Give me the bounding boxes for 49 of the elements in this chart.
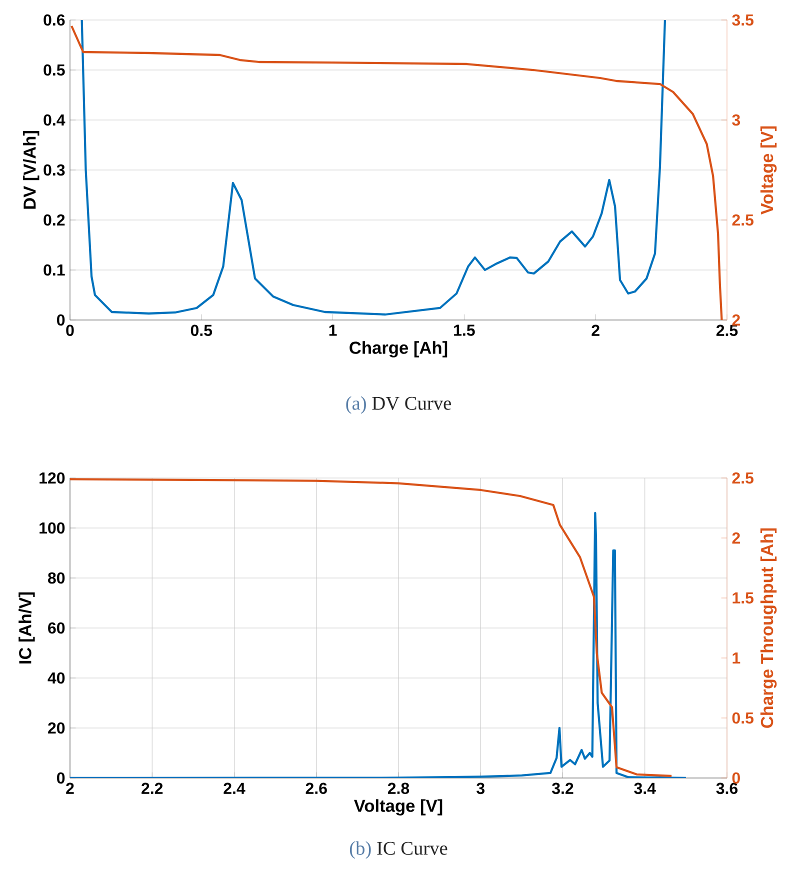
y-tick-label: 60 — [48, 622, 65, 634]
text: DV Curve — [372, 396, 451, 410]
x-tick-label: 1 — [329, 324, 337, 336]
y-axis-title: IC [Ah/V] — [18, 592, 35, 664]
y2-tick-label: 1 — [732, 652, 740, 664]
y-tick-label: 0 — [57, 314, 65, 326]
x-tick-label: 3.4 — [634, 782, 656, 794]
x-axis-title: Voltage [V] — [354, 799, 442, 816]
y2-axis-title: Charge Throughput [Ah] — [760, 528, 777, 728]
y2-tick-label: 0.5 — [732, 712, 754, 724]
x-tick-label: 2.8 — [388, 782, 410, 794]
y-tick-label: 100 — [40, 522, 65, 534]
x-tick-label: 2 — [66, 782, 74, 794]
y-axis-title: DV [V/Ah] — [23, 131, 40, 209]
x-tick-label: 2 — [592, 324, 600, 336]
x-tick-label: 3 — [476, 782, 484, 794]
x-tick-label: 2.6 — [306, 782, 327, 794]
x-tick-label: 0.5 — [190, 324, 212, 336]
y-tick-label: 0.5 — [44, 64, 65, 76]
y2-axis-title: Voltage [V] — [760, 126, 777, 214]
y2-tick-label: 2.5 — [732, 214, 754, 226]
y2-tick-label: 3 — [732, 114, 740, 126]
y-tick-label: 0.6 — [44, 14, 65, 26]
y-tick-label: 0.4 — [44, 114, 66, 126]
y2-tick-label: 2 — [732, 314, 740, 326]
y2-tick-label: 1.5 — [732, 592, 754, 604]
y-tick-label: 0.1 — [44, 264, 65, 276]
y-tick-label: 0.3 — [44, 164, 65, 176]
text: IC Curve — [377, 842, 448, 855]
y-tick-label: 0.2 — [44, 214, 65, 226]
text: (b) — [350, 841, 371, 859]
x-tick-label: 2.4 — [224, 782, 246, 794]
y-tick-label: 80 — [48, 572, 65, 584]
x-tick-label: 2.2 — [142, 782, 163, 794]
y2-tick-label: 2 — [732, 532, 740, 544]
y-tick-label: 0 — [57, 772, 65, 784]
y2-tick-label: 3.5 — [732, 14, 754, 26]
y-tick-label: 20 — [48, 722, 65, 734]
x-tick-label: 3.6 — [716, 782, 738, 794]
x-tick-label: 3.2 — [552, 782, 574, 794]
y2-tick-label: 2.5 — [732, 472, 754, 484]
x-axis-title: Charge [Ah] — [350, 341, 448, 358]
y-tick-label: 120 — [40, 472, 65, 484]
y2-tick-label: 0 — [732, 772, 740, 784]
y-tick-label: 40 — [48, 672, 65, 684]
x-tick-label: 1.5 — [454, 324, 475, 336]
x-tick-label: 2.5 — [716, 324, 738, 336]
x-tick-label: 0 — [66, 324, 74, 336]
text: (a) — [346, 396, 366, 414]
